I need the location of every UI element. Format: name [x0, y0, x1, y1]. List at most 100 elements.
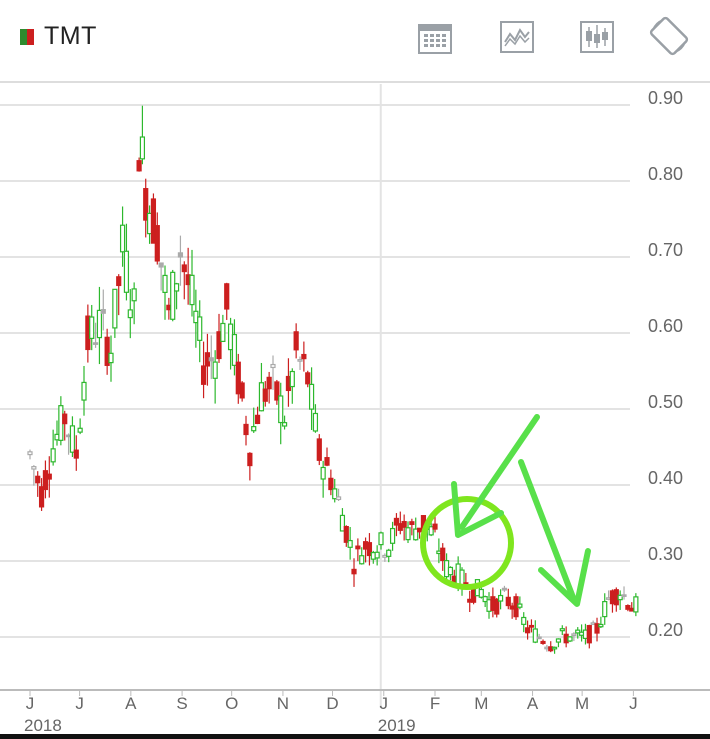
year-label: 2019 [378, 716, 416, 734]
candle [35, 471, 41, 497]
candle [571, 632, 577, 642]
calendar-button[interactable] [416, 18, 454, 56]
candle-body [212, 361, 218, 379]
candle-body [231, 333, 238, 366]
candle-body [517, 603, 523, 608]
x-tick-label: J [75, 694, 84, 713]
candle-body [46, 473, 52, 480]
candle [96, 286, 103, 365]
candle-body [162, 274, 168, 293]
candle [177, 235, 184, 286]
candle [200, 341, 207, 399]
year-label: 2018 [24, 716, 62, 734]
candle-body [104, 336, 110, 366]
candle [459, 567, 465, 596]
candle [220, 314, 226, 343]
candle-body [173, 283, 180, 292]
candle [181, 261, 187, 300]
candle-body [197, 316, 203, 341]
candle [297, 356, 303, 370]
candle-body [629, 607, 635, 612]
candle [355, 538, 361, 562]
candle [247, 452, 253, 481]
candle-body [254, 414, 261, 425]
x-tick-label: J [26, 694, 35, 713]
candle-body [69, 425, 76, 453]
candle [602, 593, 608, 625]
candle [517, 596, 523, 610]
candle [81, 365, 87, 416]
candle-body [351, 568, 357, 575]
candle [586, 624, 592, 649]
candle [497, 589, 504, 610]
candle [617, 590, 623, 610]
candle-body [89, 316, 95, 340]
candle [143, 178, 149, 238]
candle-body [602, 600, 608, 618]
candle [139, 105, 146, 165]
candle-body [139, 136, 146, 160]
rotate-button[interactable] [647, 14, 691, 58]
candle [119, 206, 126, 267]
candle [293, 323, 299, 359]
candle [389, 521, 396, 551]
candle-body [131, 288, 137, 302]
candle-body [289, 370, 295, 388]
candle [274, 379, 280, 405]
candlestick-icon [580, 21, 614, 53]
candle-body [374, 551, 380, 559]
candle [254, 406, 261, 425]
candle-body [393, 517, 400, 526]
candle-body [150, 198, 157, 244]
annotation-arrow-left [459, 414, 540, 530]
y-tick-label: 0.50 [648, 392, 683, 412]
candle-body [532, 628, 538, 643]
candle-body [409, 521, 415, 525]
candle-body [119, 224, 126, 253]
x-tick-label: N [277, 694, 289, 713]
candle-body [478, 588, 484, 598]
candle [482, 595, 488, 608]
candle-body [625, 605, 631, 610]
candle [208, 335, 214, 380]
candle [278, 382, 284, 445]
candle [189, 249, 195, 317]
candle [567, 636, 573, 643]
candle [50, 429, 56, 466]
candle-body [96, 309, 103, 339]
candle-body [31, 466, 37, 470]
candle [332, 478, 338, 503]
candle-body [262, 388, 268, 402]
x-tick-label: M [575, 694, 589, 713]
candle-body [278, 395, 284, 424]
candle-body [239, 382, 245, 399]
candle-body [497, 594, 504, 602]
y-tick-label: 0.90 [648, 88, 683, 108]
candle-body [81, 381, 87, 401]
candlestick-button[interactable] [578, 18, 616, 56]
x-tick-label: A [527, 694, 539, 713]
candle-body [312, 412, 319, 432]
candle [405, 521, 411, 544]
candle [27, 449, 33, 460]
candle-body [50, 448, 56, 463]
candle [393, 513, 400, 537]
candle [270, 355, 276, 390]
candle-body [177, 252, 184, 258]
candle [301, 341, 307, 372]
candle-body [27, 451, 33, 456]
candle [575, 627, 581, 639]
candle [328, 469, 334, 496]
candle-body [501, 587, 508, 591]
y-tick-label: 0.70 [648, 240, 683, 260]
candle-body [328, 477, 334, 491]
x-tick-label: M [474, 694, 488, 713]
candle [108, 335, 114, 382]
candle [116, 274, 122, 316]
compare-chart-button[interactable] [498, 18, 536, 56]
candle [521, 612, 527, 633]
x-tick-label: J [629, 694, 638, 713]
candle-body [143, 188, 149, 221]
candle-body [594, 623, 600, 634]
candle [112, 288, 118, 338]
